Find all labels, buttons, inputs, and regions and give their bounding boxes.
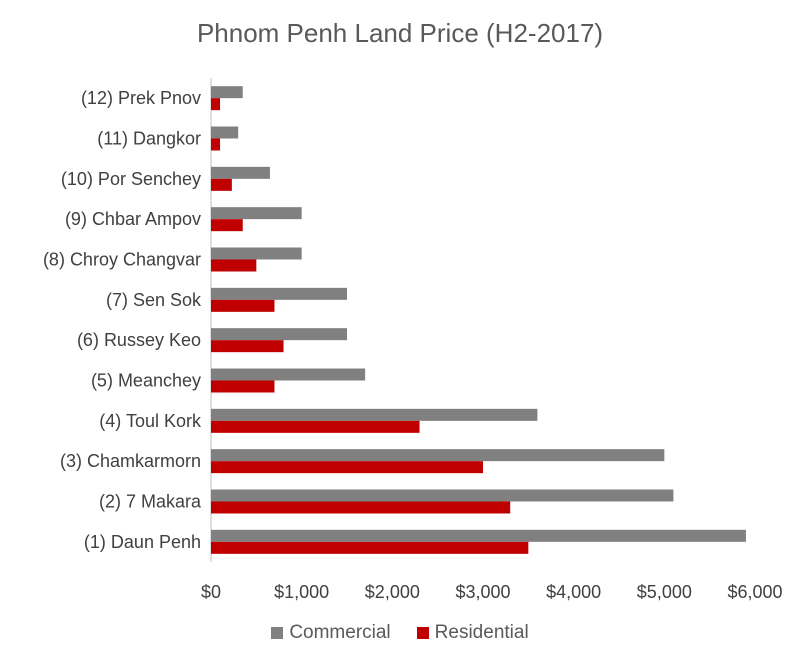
legend-item-commercial: Commercial [271, 622, 391, 644]
y-tick-label: (5) Meanchey [91, 371, 201, 391]
bar-commercial [211, 247, 302, 260]
bar-commercial [211, 449, 665, 462]
bar-residential [211, 259, 257, 272]
x-tick-label: $3,000 [455, 582, 510, 602]
bar-residential [211, 420, 420, 433]
y-tick-label: (8) Chroy Changvar [43, 250, 201, 270]
bar-commercial [211, 529, 746, 542]
legend-swatch-residential [416, 627, 429, 639]
bar-residential [211, 98, 221, 111]
bar-residential [211, 299, 275, 312]
x-tick-label: $4,000 [546, 582, 601, 602]
bar-residential [211, 178, 232, 191]
y-tick-label: (6) Russey Keo [77, 330, 201, 350]
bar-commercial [211, 368, 366, 381]
y-tick-label: (2) 7 Makara [99, 492, 202, 512]
bar-residential [211, 461, 483, 474]
legend: Commercial Residential [0, 622, 800, 644]
y-tick-label: (1) Daun Penh [84, 532, 201, 552]
bar-commercial [211, 126, 239, 139]
bar-residential [211, 340, 284, 353]
bar-commercial [211, 86, 243, 99]
bar-residential [211, 138, 221, 151]
bar-commercial [211, 287, 347, 300]
legend-label-residential: Residential [434, 622, 529, 643]
bar-residential [211, 219, 243, 232]
bar-commercial [211, 489, 674, 502]
y-tick-label: (4) Toul Kork [99, 411, 202, 431]
y-tick-label: (11) Dangkor [97, 129, 201, 149]
bar-residential [211, 541, 529, 554]
legend-item-residential: Residential [416, 622, 529, 644]
x-tick-label: $6,000 [727, 582, 782, 602]
y-tick-label: (10) Por Senchey [61, 169, 201, 189]
legend-swatch-commercial [271, 627, 284, 639]
x-tick-label: $2,000 [365, 582, 420, 602]
bar-commercial [211, 328, 347, 341]
y-tick-label: (12) Prek Pnov [81, 88, 201, 108]
bar-commercial [211, 166, 270, 179]
bar-residential [211, 380, 275, 393]
chart-title: Phnom Penh Land Price (H2-2017) [196, 18, 604, 48]
bar-commercial [211, 408, 538, 421]
x-tick-label: $5,000 [637, 582, 692, 602]
bar-residential [211, 501, 511, 514]
y-tick-label: (7) Sen Sok [106, 290, 202, 310]
y-tick-label: (3) Chamkarmorn [60, 451, 201, 471]
y-tick-label: (9) Chbar Ampov [65, 209, 201, 229]
x-tick-label: $1,000 [274, 582, 329, 602]
legend-label-commercial: Commercial [289, 622, 391, 643]
x-tick-label: $0 [201, 582, 221, 602]
bar-commercial [211, 207, 302, 220]
